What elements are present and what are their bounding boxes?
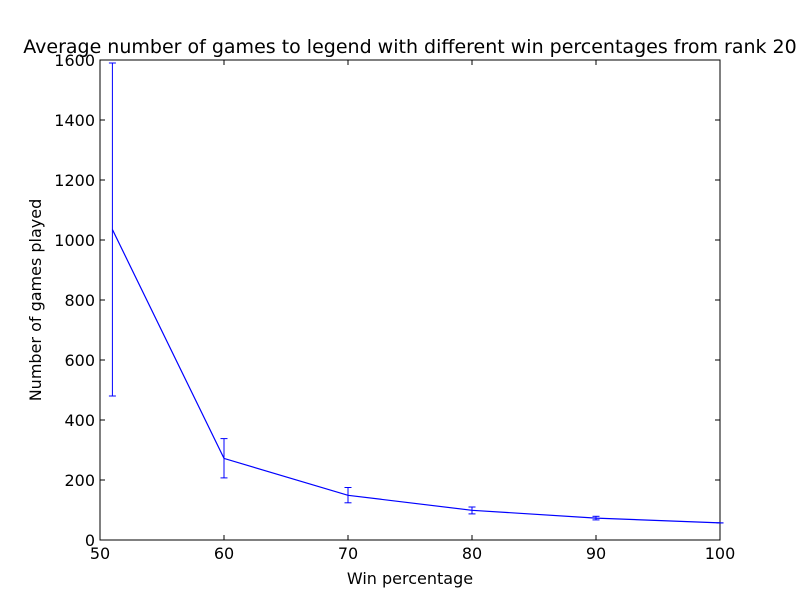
x-tick-label: 90	[586, 544, 606, 563]
y-axis-label: Number of games played	[26, 199, 45, 402]
y-tick-label: 1200	[54, 171, 95, 190]
y-tick-label: 200	[64, 471, 95, 490]
y-tick-label: 0	[85, 531, 95, 550]
y-tick-label: 600	[64, 351, 95, 370]
y-tick-label: 1600	[54, 51, 95, 70]
x-tick-label: 60	[214, 544, 234, 563]
x-tick-label: 50	[90, 544, 110, 563]
y-tick-label: 1000	[54, 231, 95, 250]
error-bar	[468, 506, 476, 515]
error-bar	[344, 487, 352, 504]
error-bar	[592, 515, 600, 521]
y-tick-label: 800	[64, 291, 95, 310]
series-line	[111, 229, 721, 524]
x-tick-label: 70	[338, 544, 358, 563]
y-axis: 0 200 400 600 800 1000 1200 1400 1600	[54, 51, 720, 550]
x-tick-label: 80	[462, 544, 482, 563]
plot-area	[99, 59, 721, 541]
x-axis-label: Win percentage	[347, 569, 473, 588]
y-tick-label: 400	[64, 411, 95, 430]
chart-title: Average number of games to legend with d…	[23, 36, 796, 58]
error-bar	[108, 62, 116, 397]
x-axis: 50 60 70 80 90 100	[90, 60, 735, 563]
error-bar	[220, 438, 228, 479]
x-tick-label: 100	[705, 544, 736, 563]
y-tick-label: 1400	[54, 111, 95, 130]
series-layer	[108, 62, 724, 524]
